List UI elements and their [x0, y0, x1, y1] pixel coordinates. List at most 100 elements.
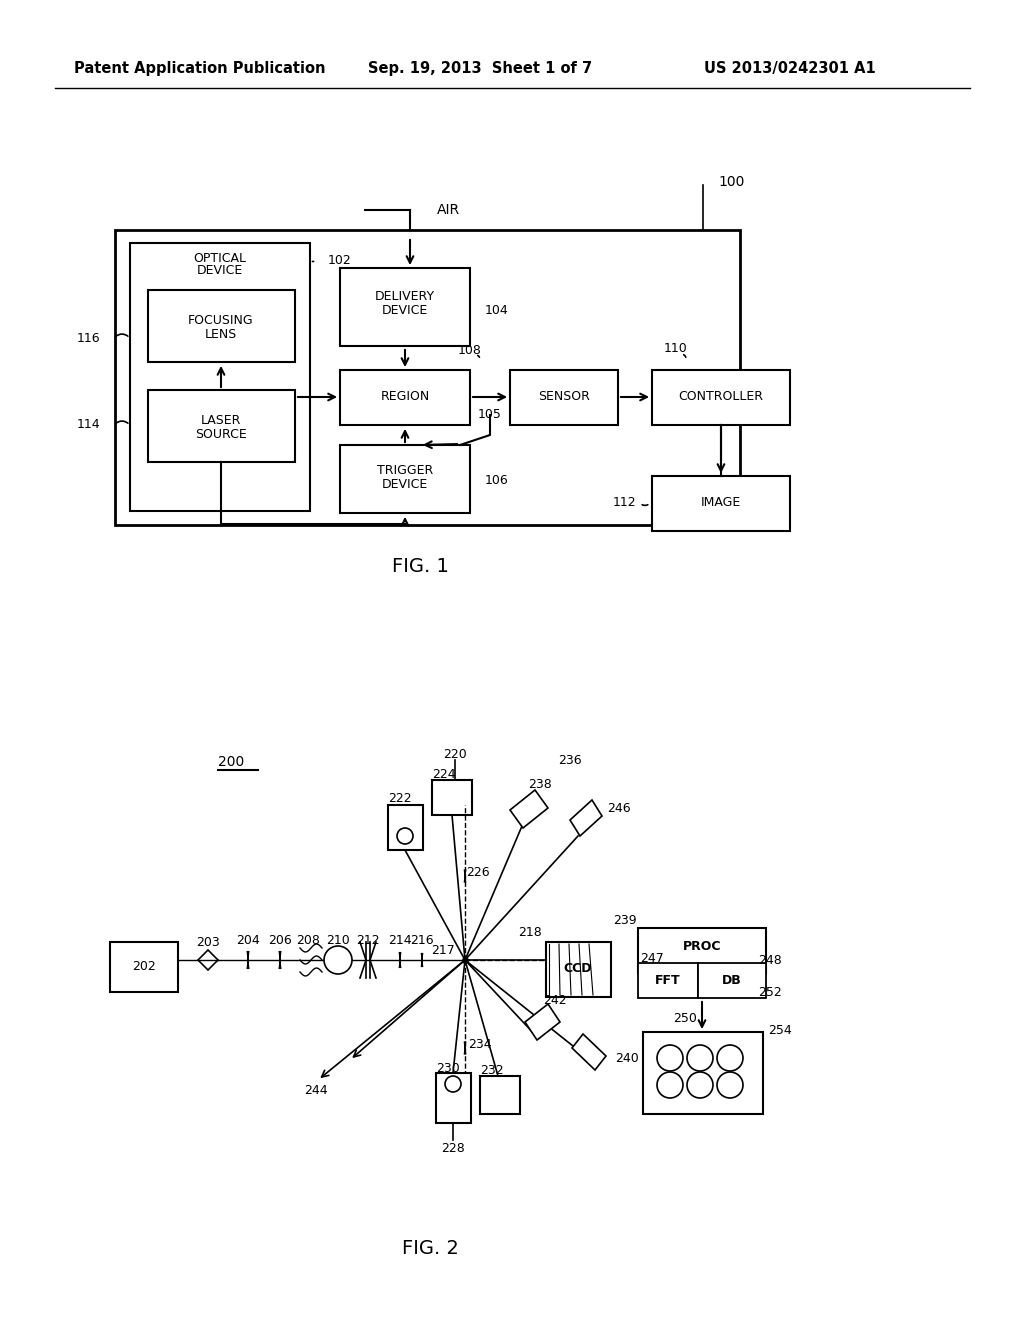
Text: US 2013/0242301 A1: US 2013/0242301 A1 [705, 61, 876, 75]
Text: FFT: FFT [655, 974, 681, 987]
Bar [110, 942, 178, 993]
Text: 100: 100 [718, 176, 744, 189]
Bar [340, 268, 470, 346]
Circle shape [717, 1045, 743, 1071]
Circle shape [657, 1072, 683, 1098]
Polygon shape [525, 1005, 560, 1040]
Bar [480, 1076, 520, 1114]
Text: 252: 252 [758, 986, 782, 999]
Bar [643, 1032, 763, 1114]
Bar [115, 230, 740, 525]
Text: 208: 208 [296, 933, 319, 946]
Polygon shape [572, 1034, 606, 1071]
Polygon shape [570, 800, 602, 836]
Text: 108: 108 [458, 343, 482, 356]
Circle shape [445, 1076, 461, 1092]
Text: 217: 217 [431, 944, 455, 957]
Text: 206: 206 [268, 933, 292, 946]
Text: FIG. 1: FIG. 1 [391, 557, 449, 576]
Text: 224: 224 [432, 767, 456, 780]
Text: 240: 240 [615, 1052, 639, 1064]
Circle shape [687, 1072, 713, 1098]
Text: 220: 220 [443, 748, 467, 762]
Bar [148, 290, 295, 362]
Bar [432, 780, 472, 814]
Bar [510, 370, 618, 425]
Text: 228: 228 [441, 1142, 465, 1155]
Text: 203: 203 [197, 936, 220, 949]
Text: 234: 234 [468, 1038, 492, 1051]
Text: 104: 104 [485, 304, 509, 317]
Text: 236: 236 [558, 754, 582, 767]
Bar [340, 370, 470, 425]
Text: 202: 202 [132, 961, 156, 974]
Text: FOCUSING: FOCUSING [188, 314, 254, 326]
Text: 238: 238 [528, 777, 552, 791]
Text: 250: 250 [673, 1011, 697, 1024]
Text: REGION: REGION [380, 391, 430, 404]
Text: 105: 105 [478, 408, 502, 421]
Text: 212: 212 [356, 933, 380, 946]
Text: DEVICE: DEVICE [382, 305, 428, 318]
Text: 244: 244 [304, 1084, 328, 1097]
Bar [652, 477, 790, 531]
Text: 214: 214 [388, 933, 412, 946]
Text: 247: 247 [640, 952, 664, 965]
Text: 218: 218 [518, 925, 542, 939]
Bar [340, 445, 470, 513]
Polygon shape [510, 789, 548, 828]
Bar [148, 389, 295, 462]
Text: 102: 102 [328, 253, 352, 267]
Text: 112: 112 [612, 496, 636, 510]
Text: 204: 204 [237, 933, 260, 946]
Polygon shape [198, 950, 218, 970]
Text: 106: 106 [485, 474, 509, 487]
Text: 200: 200 [218, 755, 245, 770]
Text: DEVICE: DEVICE [197, 264, 243, 277]
Text: Patent Application Publication: Patent Application Publication [75, 61, 326, 75]
Text: 222: 222 [388, 792, 412, 805]
Text: 246: 246 [607, 801, 631, 814]
Text: 114: 114 [77, 418, 100, 432]
Bar [638, 964, 698, 998]
Text: 230: 230 [436, 1061, 460, 1074]
Bar [130, 243, 310, 511]
Text: AIR: AIR [436, 203, 460, 216]
Text: LENS: LENS [205, 327, 238, 341]
Text: CCD: CCD [564, 961, 592, 974]
Bar [546, 942, 611, 997]
Text: 254: 254 [768, 1023, 792, 1036]
Bar [436, 1073, 471, 1123]
Text: 110: 110 [665, 342, 688, 355]
Text: PROC: PROC [683, 940, 721, 953]
Text: FIG. 2: FIG. 2 [401, 1238, 459, 1258]
Bar [388, 805, 423, 850]
Text: 210: 210 [326, 933, 350, 946]
Bar [698, 964, 766, 998]
Text: DEVICE: DEVICE [382, 479, 428, 491]
Text: TRIGGER: TRIGGER [377, 465, 433, 478]
Circle shape [397, 828, 413, 843]
Circle shape [324, 946, 352, 974]
Text: 239: 239 [613, 913, 637, 927]
Text: 216: 216 [411, 933, 434, 946]
Text: SOURCE: SOURCE [196, 428, 247, 441]
Text: 226: 226 [466, 866, 489, 879]
Text: 242: 242 [543, 994, 567, 1006]
Bar [638, 928, 766, 973]
Text: SENSOR: SENSOR [538, 391, 590, 404]
Text: DELIVERY: DELIVERY [375, 290, 435, 304]
Bar [652, 370, 790, 425]
Text: DB: DB [722, 974, 741, 987]
Text: Sep. 19, 2013  Sheet 1 of 7: Sep. 19, 2013 Sheet 1 of 7 [368, 61, 592, 75]
Circle shape [657, 1045, 683, 1071]
Circle shape [687, 1045, 713, 1071]
Text: IMAGE: IMAGE [700, 496, 741, 510]
Text: 116: 116 [77, 331, 100, 345]
Text: CONTROLLER: CONTROLLER [679, 391, 764, 404]
Text: LASER: LASER [201, 413, 242, 426]
Text: OPTICAL: OPTICAL [194, 252, 247, 264]
Text: 248: 248 [758, 953, 782, 966]
Circle shape [717, 1072, 743, 1098]
Text: 232: 232 [480, 1064, 504, 1077]
